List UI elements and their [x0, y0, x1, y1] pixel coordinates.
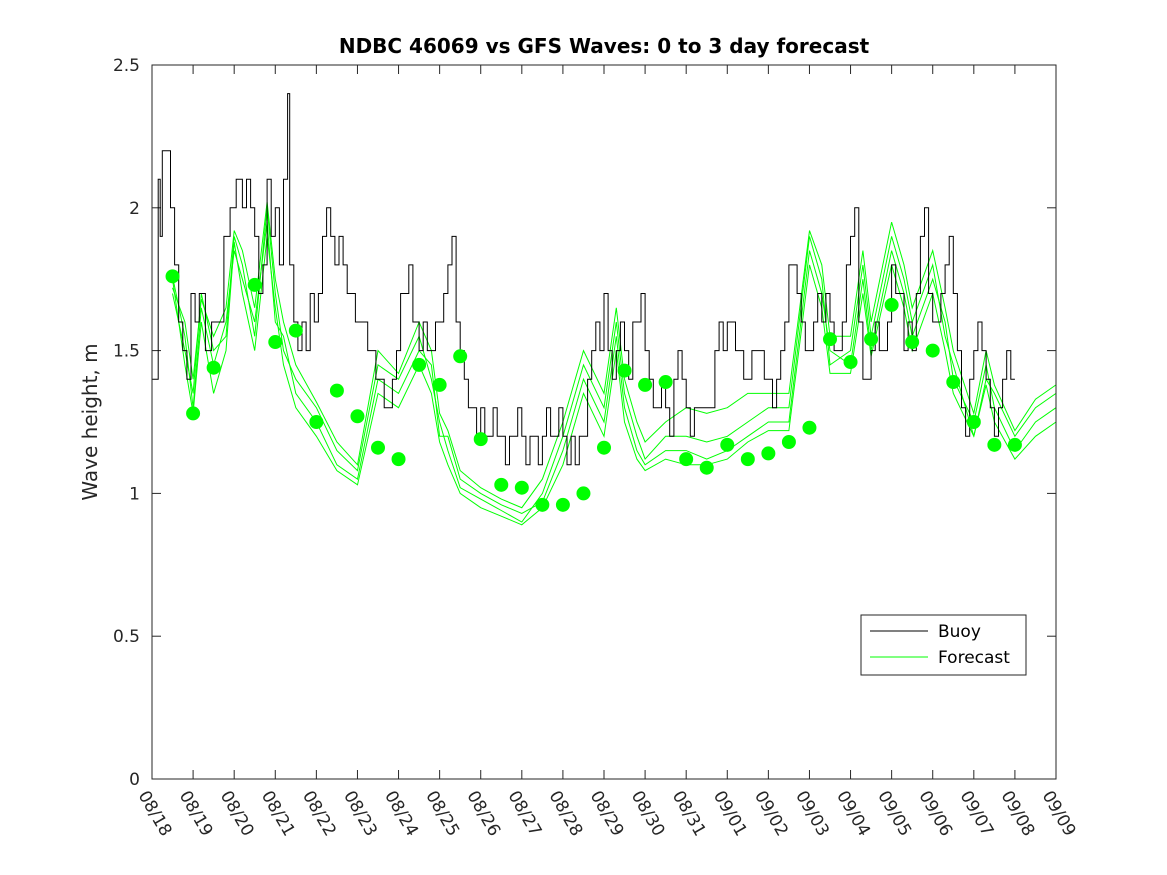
forecast-marker — [555, 497, 570, 512]
forecast-marker — [391, 452, 406, 467]
y-tick-label: 0.5 — [113, 627, 140, 647]
buoy-series — [152, 93, 1015, 466]
chart-title: NDBC 46069 vs GFS Waves: 0 to 3 day fore… — [339, 34, 870, 58]
legend-buoy-label: Buoy — [938, 622, 981, 642]
y-axis: 0 0.5 1 1.5 2 2.5 — [113, 56, 1056, 790]
forecast-marker — [576, 486, 591, 501]
forecast-marker — [329, 383, 344, 398]
forecast-marker — [925, 343, 940, 358]
forecast-marker — [473, 432, 488, 447]
buoy-line — [152, 93, 1015, 466]
forecast-marker — [781, 434, 796, 449]
y-axis-label: Wave height, m — [78, 343, 102, 500]
y-tick-label: 0 — [129, 770, 140, 790]
forecast-marker — [206, 360, 221, 375]
forecast-marker — [823, 332, 837, 347]
forecast-marker — [494, 477, 509, 492]
forecast-marker — [905, 335, 920, 350]
legend-forecast-label: Forecast — [938, 648, 1010, 668]
plot-frame — [151, 64, 1057, 780]
forecast-line-3 — [172, 236, 1057, 526]
forecast-marker — [720, 437, 735, 452]
forecast-marker — [247, 277, 262, 292]
forecast-marker — [371, 440, 385, 455]
forecast-marker — [638, 377, 653, 392]
forecast-marker — [186, 406, 201, 421]
forecast-marker — [843, 355, 858, 370]
forecast-marker — [535, 497, 550, 512]
forecast-marker — [884, 297, 899, 312]
forecast-marker — [350, 409, 365, 424]
forecast-marker — [699, 460, 714, 475]
forecast-marker — [946, 375, 961, 390]
forecast-marker — [761, 446, 776, 461]
forecast-line-2 — [172, 207, 1057, 523]
forecast-marker — [514, 480, 529, 495]
y-tick-label: 2 — [129, 199, 140, 219]
forecast-marker — [288, 323, 303, 338]
forecast-marker — [453, 349, 468, 364]
forecast-marker — [658, 375, 673, 390]
forecast-marker — [1007, 437, 1022, 452]
forecast-line-4 — [172, 202, 1057, 509]
forecast-line-1 — [172, 222, 1057, 514]
legend: Buoy Forecast — [860, 614, 1027, 676]
y-tick-label: 1.5 — [113, 342, 140, 362]
forecast-marker — [165, 269, 180, 284]
legend-box — [860, 614, 1027, 676]
forecast-marker — [802, 420, 817, 435]
forecast-marker — [679, 452, 694, 467]
forecast-marker — [966, 415, 981, 429]
forecast-marker — [309, 415, 324, 429]
y-tick-label: 1 — [129, 484, 140, 504]
forecast-marker — [412, 357, 427, 372]
forecast-marker — [740, 452, 755, 467]
forecast-marker — [617, 363, 632, 378]
y-tick-label: 2.5 — [113, 56, 140, 76]
forecast-marker — [987, 437, 1002, 452]
forecast-marker — [597, 440, 611, 455]
forecast-marker — [268, 335, 283, 350]
forecast-markers — [165, 269, 1022, 512]
forecast-series — [172, 202, 1057, 526]
forecast-marker — [864, 332, 879, 347]
forecast-marker — [432, 377, 447, 392]
